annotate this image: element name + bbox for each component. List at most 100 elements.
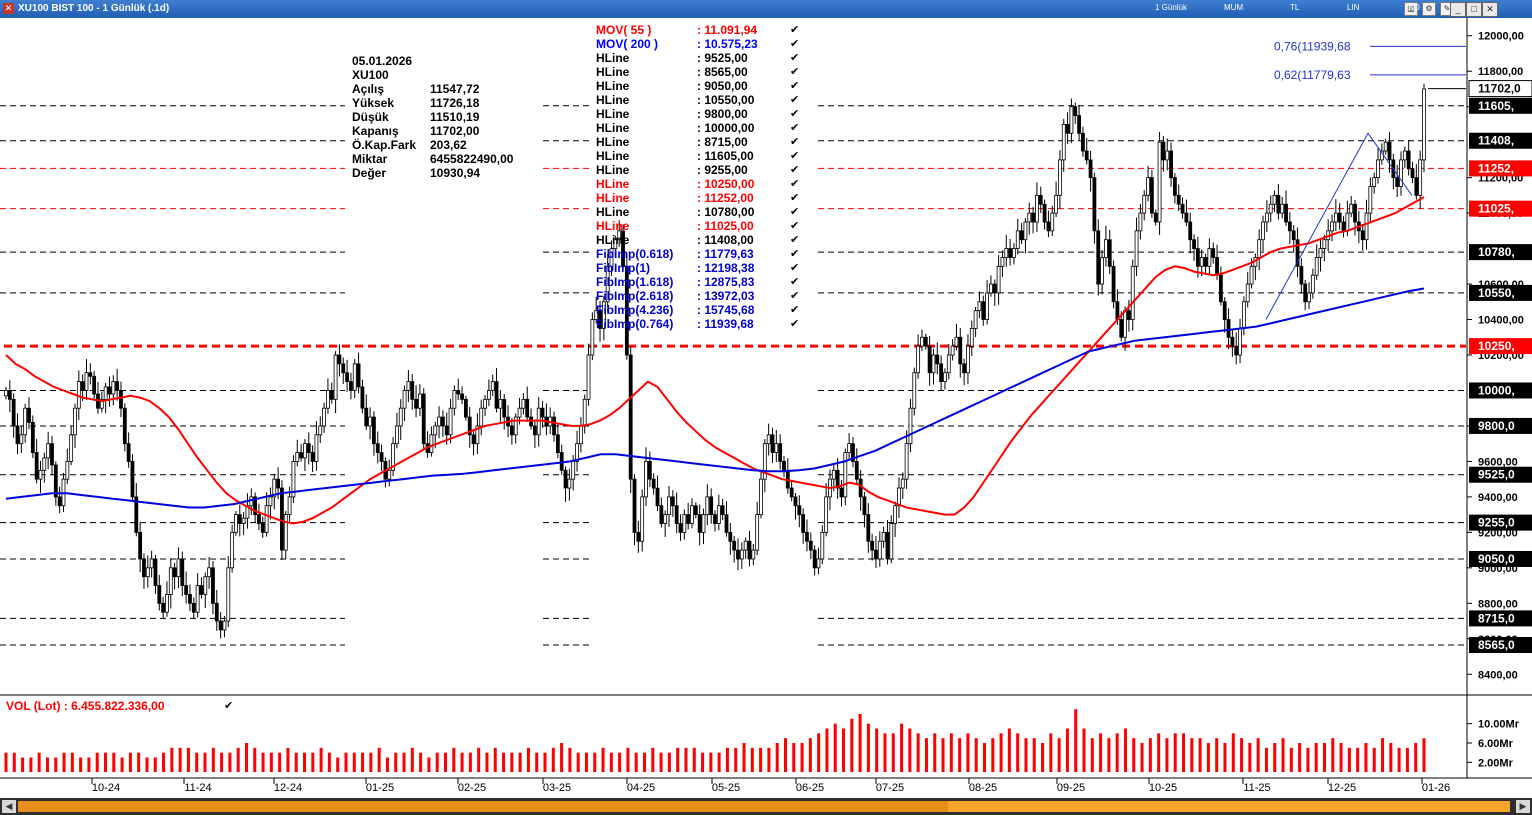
legend-check-icon[interactable]: ✔ — [790, 52, 800, 64]
legend-check-icon[interactable]: ✔ — [790, 94, 800, 106]
currency-button[interactable]: TL — [1290, 3, 1300, 12]
scale-button[interactable]: LIN — [1347, 3, 1360, 12]
candle-body — [375, 443, 380, 453]
scroll-right-icon[interactable]: ▶ — [1516, 800, 1530, 813]
candle-body — [1084, 150, 1089, 161]
candle-body — [1345, 212, 1350, 232]
candle-body — [211, 567, 215, 604]
info-label: Değer — [352, 166, 387, 180]
legend-check-icon[interactable]: ✔ — [790, 122, 800, 134]
volume-bar — [54, 757, 58, 772]
candle-body — [1364, 212, 1369, 241]
volume-bar — [352, 752, 356, 772]
last-price-label: 11702,0 — [1478, 82, 1521, 96]
legend-value: : 11605,00 — [697, 149, 754, 163]
candle-body — [954, 336, 959, 347]
legend-check-icon[interactable]: ✔ — [790, 276, 800, 288]
legend-check-icon[interactable]: ✔ — [790, 192, 800, 204]
legend-check-icon[interactable]: ✔ — [790, 304, 800, 316]
candle-body — [429, 434, 434, 453]
candle-body — [1008, 248, 1012, 258]
legend-check-icon[interactable]: ✔ — [790, 234, 800, 246]
horizontal-scrollbar[interactable]: ◀ ▶ — [0, 798, 1532, 815]
candle-body — [563, 469, 568, 489]
volume-bar — [195, 752, 199, 772]
candle-body — [80, 381, 85, 391]
period-button[interactable]: 1 Günlük — [1155, 3, 1188, 12]
candle-body — [153, 558, 158, 586]
close-icon[interactable]: ✕ — [3, 3, 14, 14]
volume-bar — [95, 752, 99, 772]
scroll-left-icon[interactable]: ◀ — [2, 800, 16, 813]
legend-check-icon[interactable]: ✔ — [790, 318, 800, 330]
volume-bar — [435, 752, 439, 772]
legend-check-icon[interactable]: ✔ — [790, 206, 800, 218]
candle-body — [778, 443, 783, 462]
settings-icon[interactable]: ⚙ — [1422, 2, 1436, 16]
minimize-button[interactable]: _ — [1450, 2, 1466, 17]
legend-value: : 9525,00 — [697, 51, 748, 65]
legend-check-icon[interactable]: ✔ — [790, 66, 800, 78]
legend-check-icon[interactable]: ✔ — [790, 164, 800, 176]
candle-body — [138, 531, 143, 560]
candle-body — [1184, 212, 1189, 223]
candle-body — [670, 496, 675, 507]
legend-value: : 10780,00 — [697, 205, 755, 219]
volume-bar — [767, 747, 771, 772]
candle-body — [1341, 221, 1346, 232]
volume-bar — [651, 747, 655, 772]
legend-check-icon[interactable]: ✔ — [790, 150, 800, 162]
candle-body — [440, 416, 445, 427]
price-chart[interactable]: 0,76(11939,68 0,62(11779,63 12000,00 11800,… — [0, 0, 1532, 798]
chart-icon[interactable]: ▥ — [1404, 2, 1418, 16]
candle-body — [628, 354, 633, 480]
candle-body — [755, 514, 760, 551]
legend-name: HLine — [596, 149, 630, 163]
legend-name: HLine — [596, 121, 630, 135]
indicator-button[interactable]: IND — [1406, 3, 1420, 12]
candle-body — [272, 478, 277, 498]
info-value: 11547,72 — [430, 82, 480, 96]
volume-bar — [1422, 738, 1426, 772]
scroll-track[interactable] — [18, 801, 1510, 812]
volume-bar — [1339, 743, 1343, 772]
candle-body — [640, 496, 645, 542]
candle-button[interactable]: MUM — [1224, 3, 1244, 12]
volume-check-icon[interactable]: ✔ — [224, 700, 234, 712]
legend-check-icon[interactable]: ✔ — [790, 38, 800, 50]
legend-check-icon[interactable]: ✔ — [790, 80, 800, 92]
legend-check-icon[interactable]: ✔ — [790, 220, 800, 232]
volume-bar — [659, 752, 663, 772]
legend-name: HLine — [596, 107, 630, 121]
legend-check-icon[interactable]: ✔ — [790, 136, 800, 148]
candle-body — [509, 425, 514, 436]
legend-check-icon[interactable]: ✔ — [790, 290, 800, 302]
candle-body — [525, 398, 530, 418]
candle-body — [92, 375, 97, 395]
legend-check-icon[interactable]: ✔ — [790, 262, 800, 274]
candle-body — [1333, 212, 1338, 223]
x-tick-label: 02-25 — [458, 782, 486, 794]
candle-body — [191, 602, 196, 613]
legend-name: HLine — [596, 135, 630, 149]
legend-check-icon[interactable]: ✔ — [790, 178, 800, 190]
maximize-button[interactable]: □ — [1466, 2, 1482, 17]
candle-body — [341, 363, 346, 374]
legend-check-icon[interactable]: ✔ — [790, 24, 800, 36]
volume-bar — [999, 733, 1003, 772]
fib-label-0: 0,76(11939,68 — [1274, 39, 1351, 53]
candle-body — [406, 381, 411, 391]
volume-bar — [1264, 747, 1268, 772]
candle-body — [1061, 124, 1066, 161]
legend-check-icon[interactable]: ✔ — [790, 248, 800, 260]
scroll-thumb[interactable] — [948, 801, 1510, 812]
candle-body — [958, 336, 963, 365]
legend-check-icon[interactable]: ✔ — [790, 108, 800, 120]
close-window-button[interactable]: ✕ — [1482, 2, 1498, 17]
x-tick-label: 08-25 — [969, 782, 997, 794]
volume-bar — [236, 747, 240, 772]
candle-body — [360, 386, 365, 409]
candle-body — [84, 372, 89, 391]
candle-body — [812, 549, 817, 569]
y-tick-label: 11800,00 — [1478, 66, 1523, 78]
